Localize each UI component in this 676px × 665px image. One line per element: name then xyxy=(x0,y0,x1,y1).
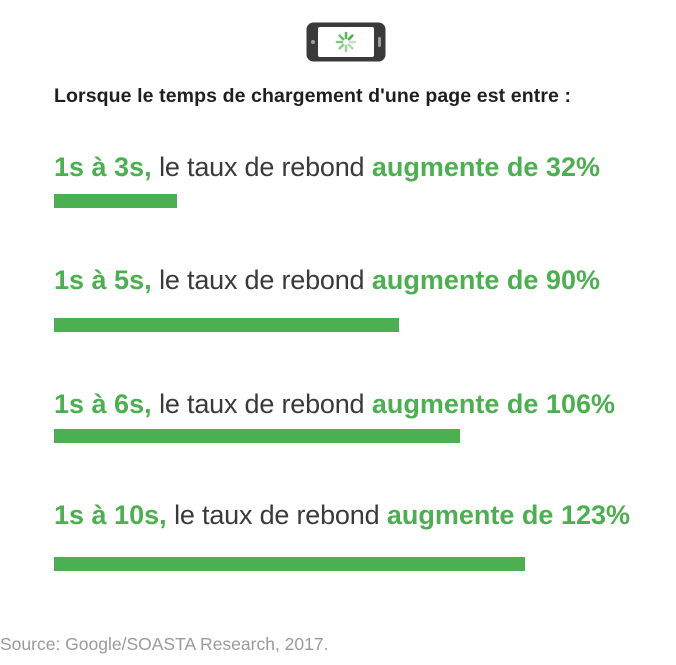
range-label: 1s à 6s, xyxy=(54,389,152,419)
middle-label: le taux de rebond xyxy=(159,152,365,182)
row-10s: 1s à 10s, le taux de rebond augmente de … xyxy=(54,500,630,530)
spinner-tick xyxy=(338,43,345,50)
row-6s: 1s à 6s, le taux de rebond augmente de 1… xyxy=(54,389,615,419)
spinner-tick xyxy=(347,34,354,41)
bar-5s xyxy=(54,318,399,332)
chart-title: Lorsque le temps de chargement d'une pag… xyxy=(54,85,572,107)
bar-6s xyxy=(54,429,460,443)
effect-label: augmente de 106% xyxy=(371,389,615,419)
middle-label: le taux de rebond xyxy=(174,500,380,530)
range-label: 1s à 3s, xyxy=(54,152,152,182)
middle-label: le taux de rebond xyxy=(159,265,365,295)
middle-label: le taux de rebond xyxy=(159,389,365,419)
effect-label: augmente de 32% xyxy=(371,152,600,182)
row-5s: 1s à 5s, le taux de rebond augmente de 9… xyxy=(54,265,600,295)
range-label: 1s à 5s, xyxy=(54,265,152,295)
row-3s: 1s à 3s, le taux de rebond augmente de 3… xyxy=(54,152,600,182)
range-label: 1s à 10s, xyxy=(54,500,167,530)
smartphone-loading-icon xyxy=(306,22,386,62)
effect-label: augmente de 123% xyxy=(386,500,630,530)
bar-3s xyxy=(54,194,177,208)
spinner-tick xyxy=(347,43,354,50)
bar-10s xyxy=(54,557,525,571)
effect-label: augmente de 90% xyxy=(371,265,600,295)
spinner-tick xyxy=(338,34,345,41)
source-note: Source: Google/SOASTA Research, 2017. xyxy=(0,634,329,654)
